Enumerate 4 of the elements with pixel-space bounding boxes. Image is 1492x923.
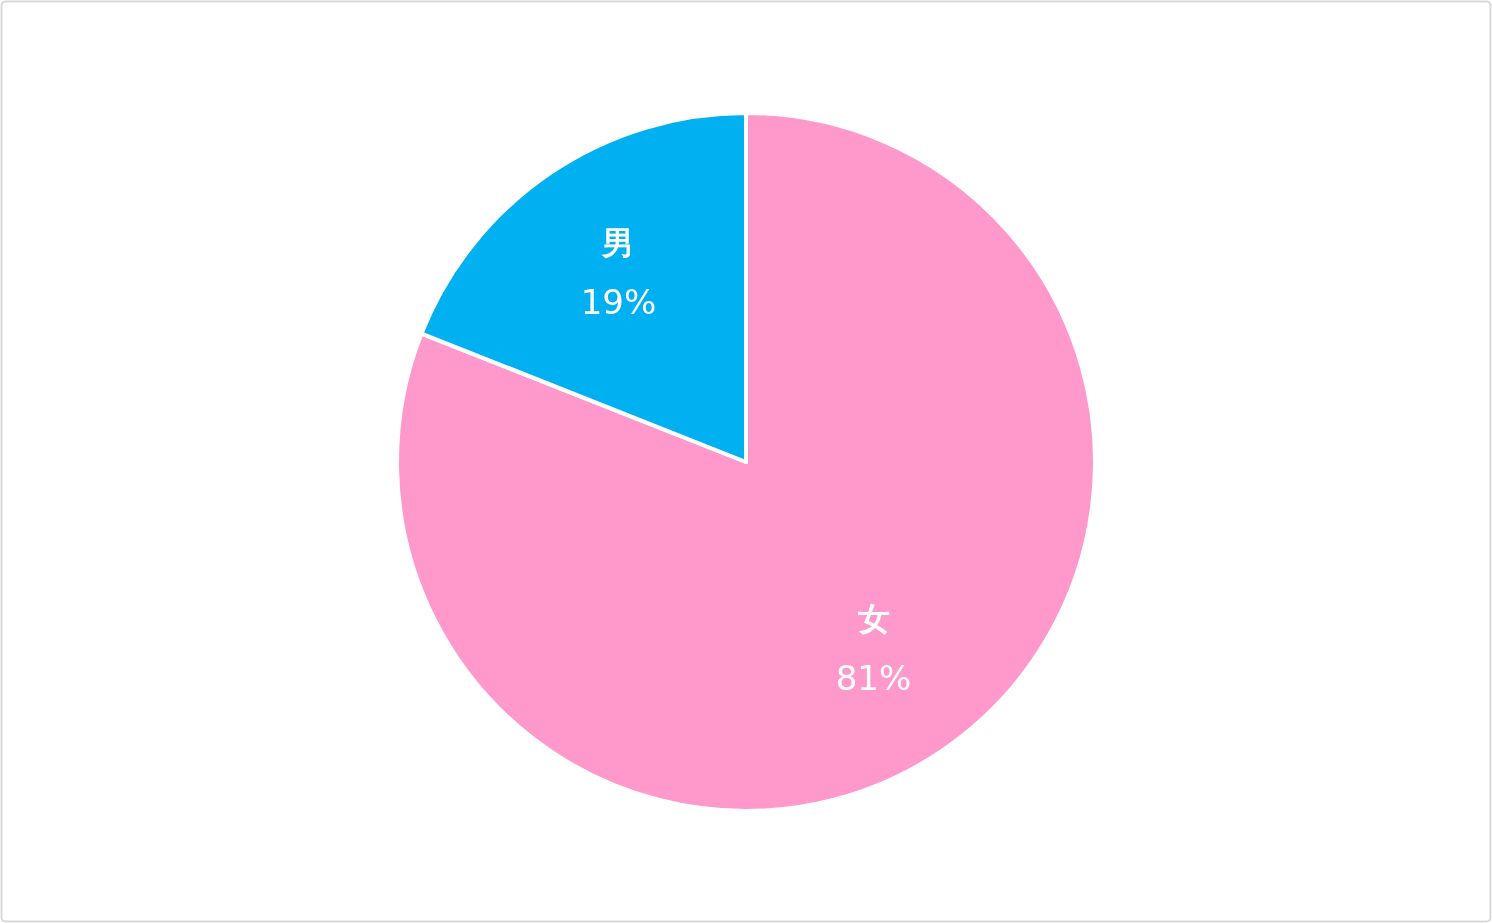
data-label: 81%: [835, 657, 912, 698]
slice-label: 男: [601, 224, 635, 263]
data-label: 19%: [580, 282, 657, 323]
slice-label: 女: [856, 599, 890, 638]
